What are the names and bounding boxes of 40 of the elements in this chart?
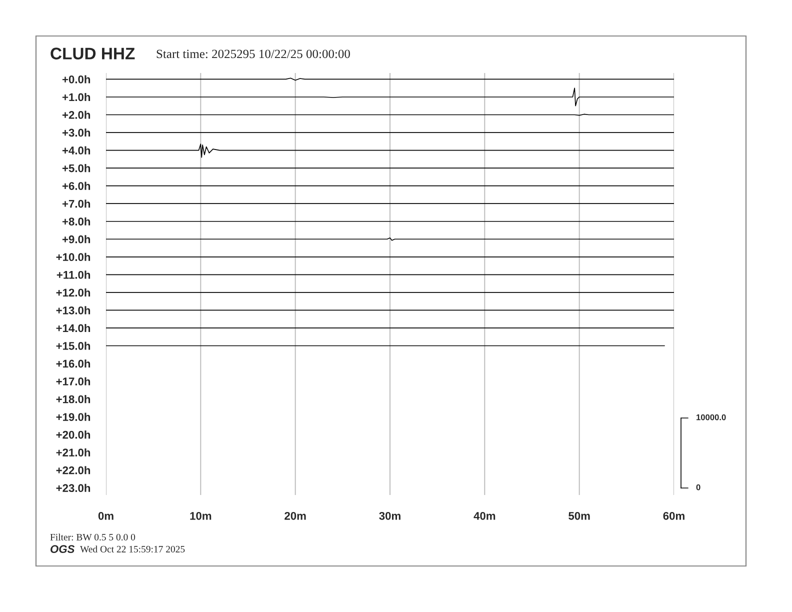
chart-subtitle: Start time: 2025295 10/22/25 00:00:00: [156, 50, 350, 58]
y-tick-label: +23.0h: [56, 484, 90, 492]
line-series: [106, 144, 674, 158]
y-tick-label: +6.0h: [62, 182, 90, 190]
text: 10000.0: [696, 414, 726, 420]
y-tick-label: +7.0h: [62, 200, 90, 208]
x-tick-label: 30m: [379, 512, 400, 520]
y-tick-label: +2.0h: [62, 110, 90, 119]
y-tick-label: +0.0h: [62, 75, 90, 84]
x-tick-label: 10m: [190, 512, 212, 520]
y-tick-label: +5.0h: [62, 164, 90, 172]
y-tick-label: +21.0h: [56, 448, 90, 456]
y-tick-label: +1.0h: [62, 92, 90, 102]
x-tick-label: 0m: [98, 512, 114, 520]
y-tick-label: +13.0h: [56, 306, 90, 314]
x-tick-label: 40m: [474, 512, 496, 520]
y-tick-label: +9.0h: [62, 235, 90, 244]
chart-title: CLUD HHZ: [50, 48, 135, 60]
y-tick-label: +8.0h: [62, 217, 90, 226]
y-tick-label: +17.0h: [56, 377, 90, 386]
x-tick-label: 20m: [284, 512, 306, 520]
text: Wed Oct 22 15:59:17 2025: [80, 546, 185, 552]
y-tick-label: +18.0h: [56, 395, 90, 404]
y-tick-label: +14.0h: [56, 324, 90, 332]
y-tick-label: +11.0h: [56, 270, 90, 279]
x-tick-label: 60m: [663, 512, 684, 520]
y-tick-label: +19.0h: [56, 412, 90, 421]
y-tick-label: +4.0h: [62, 146, 90, 154]
y-tick-label: +3.0h: [62, 128, 90, 137]
text: OGS: [50, 545, 75, 553]
y-tick-label: +16.0h: [56, 359, 90, 368]
y-tick-label: +20.0h: [56, 430, 90, 439]
y-tick-label: +22.0h: [56, 466, 90, 474]
text: 0: [696, 484, 700, 490]
line-series: [106, 88, 674, 106]
y-tick-label: +12.0h: [56, 288, 90, 297]
x-tick-label: 50m: [568, 512, 590, 520]
y-tick-label: +15.0h: [56, 342, 90, 350]
y-tick-label: +10.0h: [56, 252, 90, 262]
text: Filter: BW 0.5 5 0.0 0: [50, 534, 136, 540]
